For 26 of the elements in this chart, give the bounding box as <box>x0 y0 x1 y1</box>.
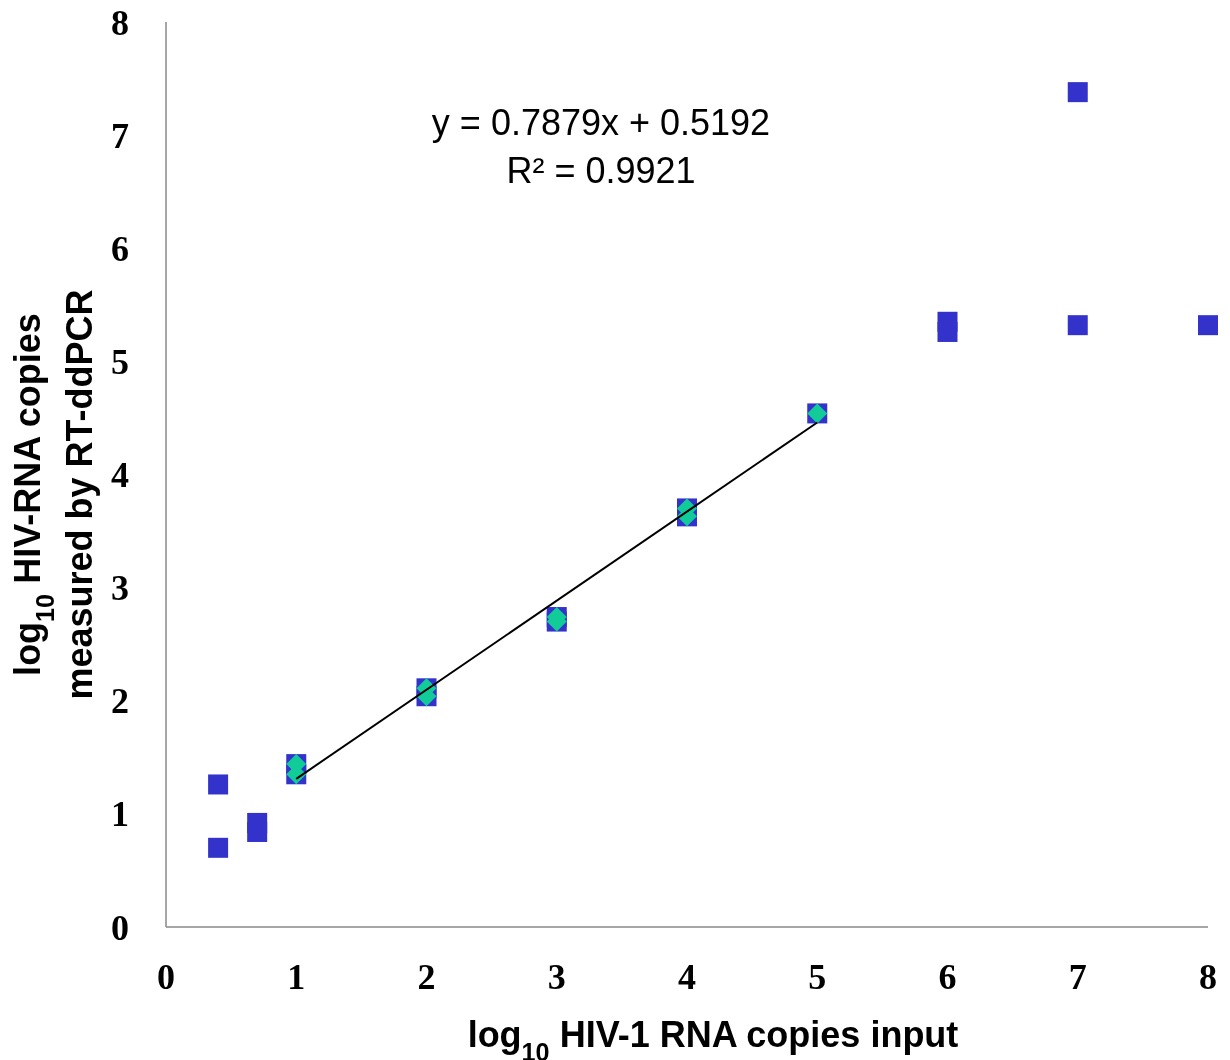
point <box>208 774 229 795</box>
point <box>208 837 229 858</box>
x-tick-label: 4 <box>678 957 696 997</box>
x-tick-label: 1 <box>287 957 306 997</box>
y-tick-label: 7 <box>111 115 129 156</box>
y-tick-label: 1 <box>111 794 129 835</box>
x-tick-label: 6 <box>938 957 957 997</box>
y-tick-label: 2 <box>111 681 129 722</box>
y-tick-label: 3 <box>111 568 129 609</box>
y-tick-label: 4 <box>111 455 129 496</box>
x-tick-label: 5 <box>808 957 827 997</box>
x-tick-label: 2 <box>417 957 436 997</box>
point <box>1198 315 1218 336</box>
x-tick-label: 3 <box>547 957 566 997</box>
point <box>1067 315 1088 336</box>
x-tick-label: 0 <box>157 957 175 997</box>
y-tick-label: 8 <box>111 2 129 43</box>
point <box>1067 82 1088 103</box>
y-tick-label: 0 <box>111 907 129 948</box>
point <box>937 321 958 342</box>
x-tick-label: 7 <box>1068 957 1087 997</box>
y-tick-label: 6 <box>111 228 129 269</box>
x-tick-label: 8 <box>1199 957 1217 997</box>
y-tick-label: 5 <box>111 341 129 382</box>
annotation: y = 0.7879x + 0.5192 R² = 0.9921 <box>431 102 771 191</box>
point <box>247 821 268 842</box>
